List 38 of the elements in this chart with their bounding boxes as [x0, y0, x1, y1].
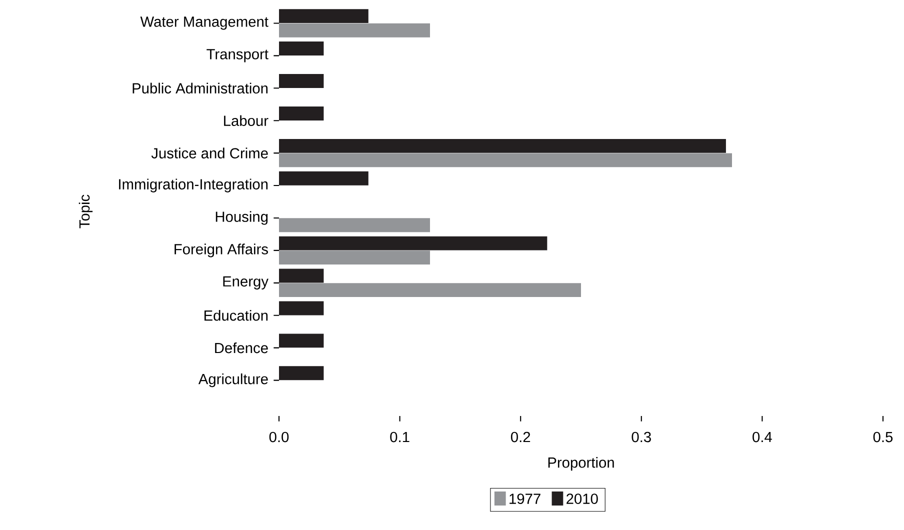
bar [279, 42, 324, 56]
legend-label: 2010 [566, 494, 598, 504]
bar [279, 9, 368, 24]
bar [279, 301, 324, 316]
y-tick-label: Energy [223, 276, 268, 290]
y-tick-label: Public Administration [132, 82, 268, 94]
bar [279, 236, 548, 250]
y-tick-label: Labour [224, 115, 268, 126]
bar [279, 218, 430, 232]
x-tick-label: 0.4 [752, 432, 772, 442]
y-tick-label: Agriculture [198, 373, 268, 388]
y-tick-label: Immigration-Integration [119, 178, 268, 192]
bar [279, 74, 324, 88]
y-tick-label: Water Management [140, 16, 268, 30]
bar [279, 366, 324, 380]
bar [279, 250, 430, 265]
bar [279, 268, 324, 283]
y-tick-label: Education [204, 310, 268, 321]
bar [279, 23, 430, 38]
y-tick-label: Defence [215, 342, 268, 354]
bar [279, 334, 324, 348]
y-tick-label: Housing [216, 211, 268, 225]
y-axis-title: Topic [78, 194, 93, 228]
y-tick-label: Foreign Affairs [174, 244, 268, 258]
bar [279, 153, 732, 168]
x-tick-label: 0.5 [873, 432, 893, 442]
bar [279, 283, 581, 298]
x-tick-label: 0.3 [632, 432, 651, 442]
y-tick-label: Justice and Crime [151, 148, 268, 158]
x-axis-title: Proportion [548, 457, 614, 471]
x-tick-label: 0.0 [269, 432, 289, 442]
bar [279, 171, 368, 186]
x-tick-label: 0.1 [390, 432, 410, 442]
x-tick-label: 0.2 [510, 432, 530, 442]
legend-label: 1977 [510, 494, 540, 504]
bar [279, 106, 324, 120]
y-tick-label: Transport [206, 49, 268, 62]
bar [279, 138, 726, 153]
